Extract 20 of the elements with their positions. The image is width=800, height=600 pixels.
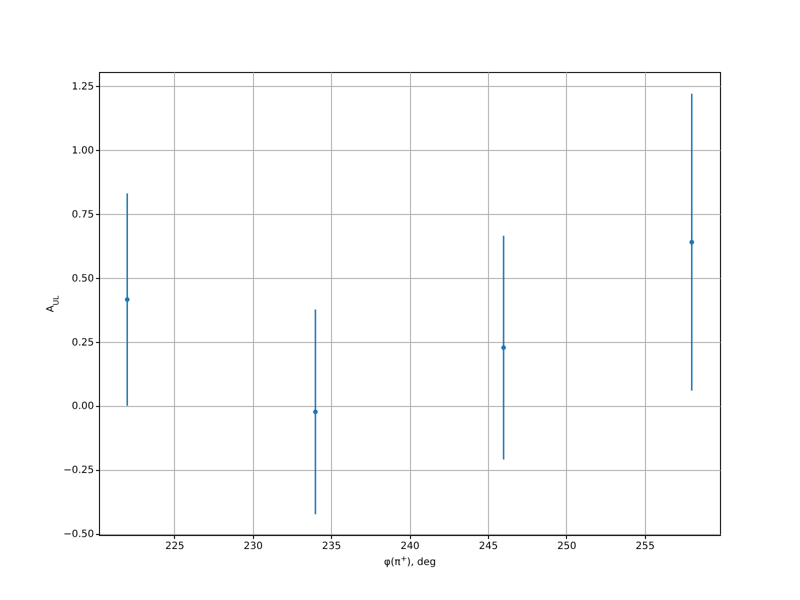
x-tick-label: 255 [636,541,655,552]
x-tick-label: 240 [400,541,420,552]
x-axis-title: φ(π$^{+}$), deg [384,554,436,568]
x-tick-label: 225 [165,541,184,552]
y-tick-label: 0.00 [72,401,94,412]
y-tick-label: 0.75 [72,209,94,220]
x-tick-label: 250 [557,541,576,552]
point [313,410,318,414]
y-tick-label: 1.25 [72,81,94,92]
y-tick-label: 0.25 [72,337,94,348]
y-tick-label: 1.00 [72,145,94,156]
x-tick-label: 235 [322,541,342,552]
x-tick-label: 245 [478,541,498,552]
y-tick-label: −0.50 [63,529,94,540]
point [501,345,506,350]
point [124,297,130,302]
y-tick-label: 0.50 [72,273,94,284]
y-tick-label: −0.25 [63,465,94,476]
x-tick-label: 230 [244,541,263,552]
point [689,240,694,245]
